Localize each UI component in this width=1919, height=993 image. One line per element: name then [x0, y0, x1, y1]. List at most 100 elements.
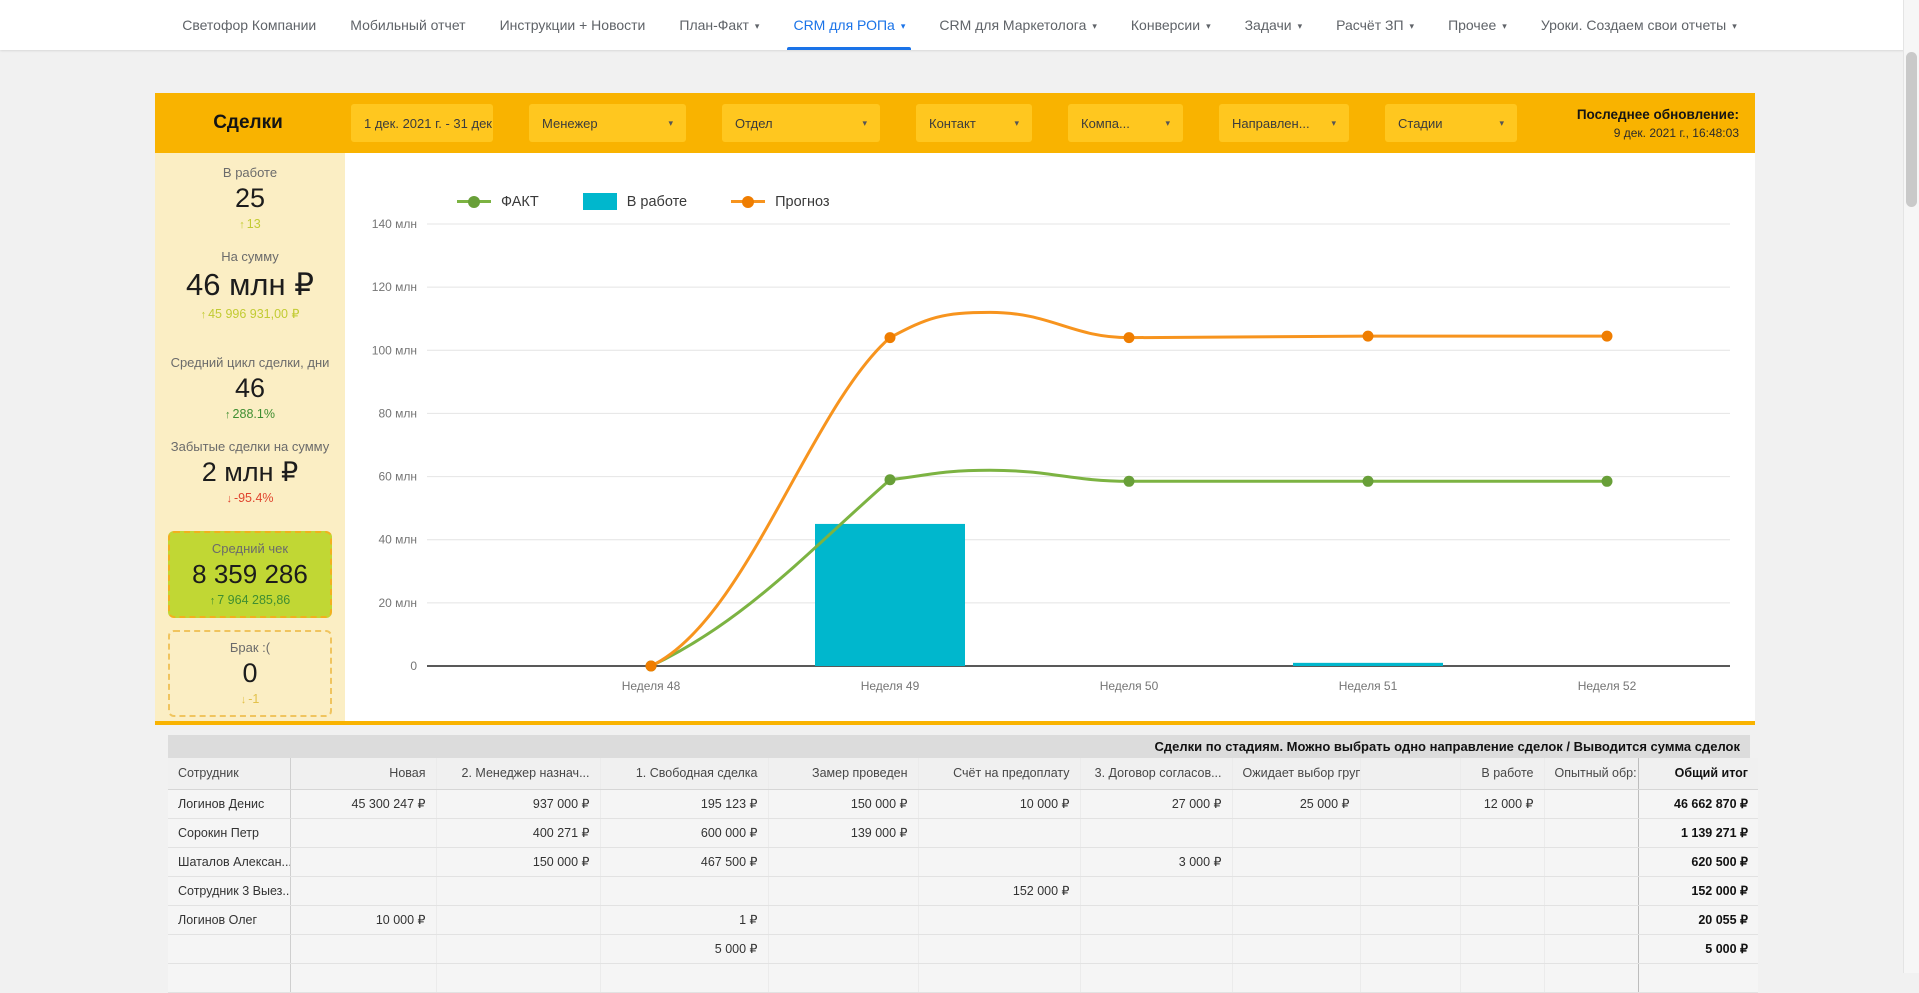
- y-tick-label: 120 млн: [372, 280, 417, 294]
- nav-tab[interactable]: CRM для РОПа▾: [793, 0, 905, 50]
- page-title: Сделки: [155, 112, 341, 134]
- point-ФАКТ-Неделя 50[interactable]: [1124, 476, 1135, 487]
- kpi-value: 2 млн ₽: [155, 457, 345, 488]
- chevron-down-icon: ▾: [1499, 118, 1504, 129]
- amount-cell: [436, 934, 600, 963]
- y-tick-label: 0: [410, 659, 417, 673]
- amount-cell: 600 000 ₽: [600, 818, 768, 847]
- table-row[interactable]: Логинов Денис45 300 247 ₽937 000 ₽195 12…: [168, 789, 1758, 818]
- amount-cell: [1360, 818, 1460, 847]
- table-row[interactable]: [168, 963, 1758, 992]
- amount-cell: [1232, 934, 1360, 963]
- kpi-value: 46 млн ₽: [155, 267, 345, 303]
- table-header-row: СотрудникНовая2. Менеджер назнач...1. Св…: [168, 758, 1758, 789]
- nav-tab[interactable]: Задачи▾: [1245, 0, 1303, 50]
- legend-line-sample: [457, 200, 491, 203]
- point-ФАКТ-Неделя 51[interactable]: [1363, 476, 1374, 487]
- nav-tab[interactable]: CRM для Маркетолога▾: [939, 0, 1097, 50]
- nav-tab[interactable]: Расчёт ЗП▾: [1336, 0, 1414, 50]
- y-tick-label: 100 млн: [372, 343, 417, 357]
- column-header: 1. Свободная сделка: [600, 758, 768, 789]
- point-ФАКТ-Неделя 49[interactable]: [885, 474, 896, 485]
- amount-cell: 152 000 ₽: [1638, 876, 1758, 905]
- employee-cell: Шаталов Алексан...: [168, 847, 290, 876]
- kpi-delta-value: 13: [247, 217, 261, 231]
- kpi-label: В работе: [155, 165, 345, 180]
- amount-cell: [768, 847, 918, 876]
- bar-Неделя 49[interactable]: [815, 524, 965, 666]
- point-Прогноз-Неделя 48[interactable]: [646, 661, 657, 672]
- x-tick-label: Неделя 49: [861, 679, 920, 693]
- kpi-delta-value: 7 964 285,86: [217, 593, 290, 607]
- kpi-card[interactable]: Брак :(0↓-1: [168, 630, 332, 717]
- amount-cell: 150 000 ₽: [768, 789, 918, 818]
- nav-tab[interactable]: Светофор Компании: [182, 0, 316, 50]
- legend-bar-sample: [583, 193, 617, 210]
- nav-tab-label: CRM для Маркетолога: [939, 17, 1086, 33]
- table-row[interactable]: Сотрудник 3 Выез...152 000 ₽152 000 ₽: [168, 876, 1758, 905]
- column-header: Опытный обр:: [1544, 758, 1638, 789]
- nav-tab[interactable]: Инструкции + Новости: [500, 0, 646, 50]
- amount-cell: 1 139 271 ₽: [1638, 818, 1758, 847]
- table-row[interactable]: 5 000 ₽5 000 ₽: [168, 934, 1758, 963]
- amount-cell: 10 000 ₽: [918, 789, 1080, 818]
- x-tick-label: Неделя 51: [1339, 679, 1398, 693]
- filter-dropdown[interactable]: Направлен...▾: [1219, 104, 1349, 142]
- filter-dropdown[interactable]: 1 дек. 2021 г. - 31 дек▾: [351, 104, 493, 142]
- amount-cell: [768, 876, 918, 905]
- amount-cell: [1544, 789, 1638, 818]
- last-update-value: 9 дек. 2021 г., 16:48:03: [1577, 126, 1739, 140]
- amount-cell: [1232, 818, 1360, 847]
- point-Прогноз-Неделя 52[interactable]: [1602, 331, 1613, 342]
- bar-Неделя 51[interactable]: [1293, 663, 1443, 666]
- chevron-down-icon: ▾: [862, 118, 867, 129]
- table-row[interactable]: Шаталов Алексан...150 000 ₽467 500 ₽3 00…: [168, 847, 1758, 876]
- column-header: Новая: [290, 758, 436, 789]
- amount-cell: 1 ₽: [600, 905, 768, 934]
- amount-cell: 937 000 ₽: [436, 789, 600, 818]
- nav-tab-label: Задачи: [1245, 17, 1292, 33]
- filter-dropdown[interactable]: Компа...▾: [1068, 104, 1183, 142]
- amount-cell: [1460, 963, 1544, 992]
- amount-cell: [768, 905, 918, 934]
- kpi-delta: ↑13: [155, 217, 345, 231]
- amount-cell: [1080, 905, 1232, 934]
- kpi-card[interactable]: Средний чек8 359 286↑7 964 285,86: [168, 531, 332, 618]
- amount-cell: [436, 876, 600, 905]
- point-Прогноз-Неделя 50[interactable]: [1124, 332, 1135, 343]
- nav-tab[interactable]: Прочее▾: [1448, 0, 1507, 50]
- kpi-delta: ↓-1: [170, 692, 330, 706]
- deals-by-stage-table: СотрудникНовая2. Менеджер назнач...1. Св…: [168, 758, 1758, 993]
- column-header: Общий итог: [1638, 758, 1758, 789]
- filter-dropdown[interactable]: Стадии▾: [1385, 104, 1517, 142]
- filter-dropdown[interactable]: Отдел▾: [722, 104, 880, 142]
- amount-cell: [600, 876, 768, 905]
- amount-cell: [1360, 934, 1460, 963]
- vertical-scrollbar[interactable]: [1903, 0, 1919, 973]
- point-Прогноз-Неделя 49[interactable]: [885, 332, 896, 343]
- filter-dropdown[interactable]: Контакт▾: [916, 104, 1032, 142]
- amount-cell: [1232, 963, 1360, 992]
- table-row[interactable]: Сорокин Петр400 271 ₽600 000 ₽139 000 ₽1…: [168, 818, 1758, 847]
- y-tick-label: 80 млн: [378, 406, 417, 420]
- amount-cell: 5 000 ₽: [600, 934, 768, 963]
- legend-label: В работе: [627, 194, 687, 210]
- filter-dropdown[interactable]: Менежер▾: [529, 104, 686, 142]
- amount-cell: 467 500 ₽: [600, 847, 768, 876]
- employee-cell: Сорокин Петр: [168, 818, 290, 847]
- kpi-delta-value: 45 996 931,00 ₽: [208, 307, 299, 321]
- point-Прогноз-Неделя 51[interactable]: [1363, 331, 1374, 342]
- arrow-up-icon: ↑: [201, 309, 207, 321]
- chart-area: ФАКТВ работеПрогноз 020 млн40 млн60 млн8…: [345, 153, 1755, 721]
- nav-tab[interactable]: Конверсии▾: [1131, 0, 1211, 50]
- kpi-label: Брак :(: [170, 640, 330, 655]
- nav-tab[interactable]: План-Факт▾: [679, 0, 759, 50]
- kpi-delta-value: 288.1%: [233, 407, 275, 421]
- scrollbar-thumb[interactable]: [1906, 52, 1917, 207]
- nav-tab[interactable]: Мобильный отчет: [350, 0, 465, 50]
- nav-tab[interactable]: Уроки. Создаем свои отчеты▾: [1541, 0, 1737, 50]
- point-ФАКТ-Неделя 52[interactable]: [1602, 476, 1613, 487]
- table-row[interactable]: Логинов Олег10 000 ₽1 ₽20 055 ₽: [168, 905, 1758, 934]
- kpi-delta: ↑7 964 285,86: [170, 593, 330, 607]
- kpi-card: На сумму46 млн ₽↑45 996 931,00 ₽: [155, 249, 345, 321]
